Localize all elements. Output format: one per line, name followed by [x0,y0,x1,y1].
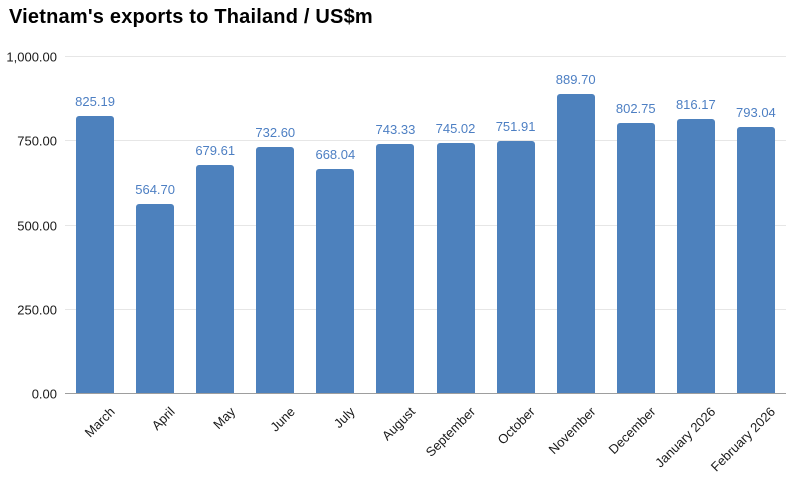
x-axis-labels: March April May June July August September Octo… [65,394,786,477]
gridline [65,56,786,57]
x-tick-label: March [81,404,118,441]
x-slot: November [545,394,606,477]
bar-slot: 825.19 [65,57,125,394]
bar-value-label: 564.70 [135,181,175,197]
bar-august[interactable] [376,143,415,394]
bar-value-label: 751.91 [495,118,536,134]
bar-february-2026[interactable] [736,126,775,394]
bar-value-label: 816.17 [675,96,716,112]
x-slot: April [125,394,185,477]
x-slot: March [65,394,125,477]
x-tick-label: August [378,404,419,444]
bar-value-label: 793.04 [736,104,776,120]
gridline [65,140,786,142]
y-tick-label: 750.00 [17,133,57,149]
x-slot: October [486,394,546,477]
y-tick-label: 1,000.00 [6,49,57,65]
y-tick-label: 500.00 [17,218,57,233]
bar-slot: 668.04 [305,57,365,394]
bar-april[interactable] [136,203,175,394]
x-axis-line [65,393,786,394]
bar-value-label: 668.04 [315,146,356,162]
bar-value-label: 745.02 [435,120,476,136]
bar-slot: 745.02 [425,57,485,394]
x-slot: September [422,394,485,477]
bar-november[interactable] [556,94,595,394]
bar-june[interactable] [256,147,295,394]
gridline [65,308,786,310]
x-tick-label: November [545,404,599,458]
bar-slot: 564.70 [125,57,185,394]
x-tick-label: June [267,404,298,435]
bar-slot: 679.61 [185,57,245,394]
y-tick-label: 0.00 [31,386,57,402]
bar-january-2026[interactable] [676,118,715,394]
bar-slot: 732.60 [245,57,305,394]
x-tick-label: May [209,404,238,432]
bar-march[interactable] [76,115,115,394]
bar-slot: 743.33 [365,57,425,394]
bar-value-label: 825.19 [75,93,115,109]
bar-september[interactable] [436,142,475,394]
bar-slot: 751.91 [486,57,546,394]
x-tick-label: October [494,404,539,448]
bar-value-label: 802.75 [615,101,656,117]
bar-may[interactable] [196,164,235,394]
bar-value-label: 679.61 [195,142,236,158]
x-slot: July [305,394,365,477]
x-slot: February 2026 [708,394,786,477]
x-tick-label: December [605,404,659,458]
y-axis-labels: 0.00 250.00 500.00 750.00 1,000.00 [0,50,57,402]
bar-july[interactable] [316,168,355,394]
bar-october[interactable] [496,140,535,394]
x-slot: June [245,394,305,477]
x-tick-label: September [422,404,479,460]
bar-value-label: 743.33 [375,121,416,137]
bar-value-label: 732.60 [255,125,296,141]
gridline [65,224,786,226]
x-slot: August [365,394,425,477]
x-tick-label: April [148,404,178,434]
chart-title: Vietnam's exports to Thailand / US$m [9,6,373,28]
bar-slot: 793.04 [726,57,786,394]
bar-slot: 816.17 [666,57,726,394]
bar-slot: 889.70 [546,57,606,394]
bar-value-label: 889.70 [555,72,596,88]
bar-december[interactable] [616,123,655,394]
x-tick-label: July [331,404,358,431]
x-slot: May [185,394,245,477]
y-tick-label: 250.00 [17,302,57,318]
plot-area: 825.19 564.70 679.61 732.60 668.04 743.33 745.… [65,56,786,394]
bar-slot: 802.75 [606,57,666,394]
bars: 825.19 564.70 679.61 732.60 668.04 743.33 745.… [65,57,786,394]
